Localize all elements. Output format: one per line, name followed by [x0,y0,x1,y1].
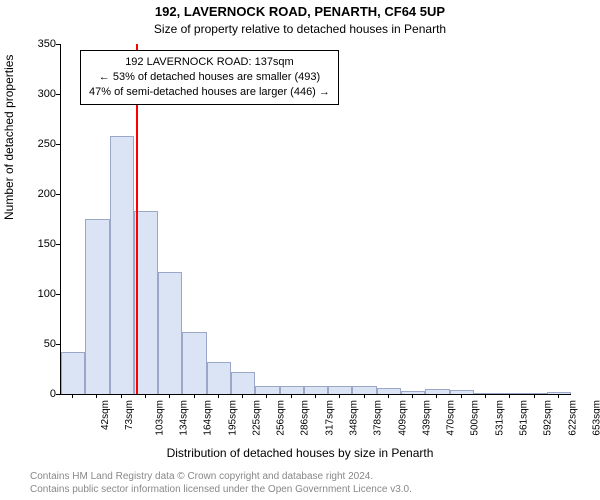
x-tick-mark [291,394,292,398]
x-tick-label: 348sqm [349,400,360,436]
histogram-bar [158,272,182,394]
footer-line2: Contains public sector information licen… [30,484,412,497]
y-axis-label: Number of detached properties [2,55,16,220]
histogram-bar [280,386,304,394]
annotation-line: 192 LAVERNOCK ROAD: 137sqm [89,55,330,70]
x-tick-label: 378sqm [373,400,384,436]
histogram-bar [110,136,134,394]
property-annotation: 192 LAVERNOCK ROAD: 137sqm← 53% of detac… [80,50,339,105]
histogram-bar [498,393,522,394]
x-tick-mark [169,394,170,398]
y-tick-mark [56,144,60,145]
x-tick-label: 164sqm [203,400,214,436]
footer-attribution: Contains HM Land Registry data © Crown c… [30,471,412,496]
x-tick-label: 195sqm [227,400,238,436]
histogram-bar [182,332,206,394]
y-tick-label: 150 [38,238,56,250]
histogram-bar [85,219,109,394]
y-tick-mark [56,44,60,45]
histogram-bar [207,362,231,394]
x-tick-label: 653sqm [591,400,600,436]
x-tick-label: 622sqm [567,400,578,436]
x-tick-mark [509,394,510,398]
histogram-bar [522,393,546,394]
y-tick-mark [56,294,60,295]
x-tick-label: 256sqm [276,400,287,436]
x-tick-mark [364,394,365,398]
histogram-bar [304,386,328,394]
x-tick-mark [412,394,413,398]
y-tick-mark [56,244,60,245]
histogram-bar [547,392,571,394]
x-tick-mark [534,394,535,398]
x-tick-mark [339,394,340,398]
x-tick-mark [436,394,437,398]
x-tick-mark [485,394,486,398]
x-axis-label: Distribution of detached houses by size … [0,446,600,460]
y-tick-label: 50 [44,338,56,350]
annotation-line: 47% of semi-detached houses are larger (… [89,85,330,100]
x-tick-label: 592sqm [543,400,554,436]
x-tick-mark [218,394,219,398]
histogram-bar [352,386,376,394]
x-tick-mark [242,394,243,398]
x-tick-label: 439sqm [421,400,432,436]
x-tick-label: 409sqm [397,400,408,436]
x-tick-mark [558,394,559,398]
histogram-bar [450,390,474,394]
histogram-bar [255,386,279,394]
x-tick-label: 73sqm [124,400,135,430]
x-tick-mark [388,394,389,398]
x-tick-label: 500sqm [470,400,481,436]
x-tick-mark [121,394,122,398]
x-tick-label: 103sqm [154,400,165,436]
x-tick-label: 225sqm [251,400,262,436]
y-tick-mark [56,344,60,345]
histogram-bar [425,389,449,394]
histogram-bar [231,372,255,394]
x-tick-label: 561sqm [519,400,530,436]
page-subtitle: Size of property relative to detached ho… [0,22,600,36]
x-tick-mark [145,394,146,398]
y-tick-mark [56,394,60,395]
y-tick-label: 350 [38,38,56,50]
annotation-line: ← 53% of detached houses are smaller (49… [89,70,330,85]
histogram-bar [401,391,425,394]
y-tick-mark [56,94,60,95]
x-tick-mark [266,394,267,398]
x-tick-label: 134sqm [179,400,190,436]
x-tick-mark [315,394,316,398]
x-tick-label: 317sqm [324,400,335,436]
footer-line1: Contains HM Land Registry data © Crown c… [30,471,412,484]
y-tick-label: 250 [38,138,56,150]
y-tick-label: 200 [38,188,56,200]
histogram-bar [61,352,85,394]
x-tick-label: 42sqm [100,400,111,430]
x-tick-label: 470sqm [446,400,457,436]
x-tick-mark [96,394,97,398]
x-tick-label: 531sqm [494,400,505,436]
page-title: 192, LAVERNOCK ROAD, PENARTH, CF64 5UP [0,4,600,19]
x-tick-mark [461,394,462,398]
x-tick-mark [194,394,195,398]
y-tick-label: 100 [38,288,56,300]
y-tick-label: 300 [38,88,56,100]
x-tick-mark [72,394,73,398]
histogram-bar [377,388,401,394]
histogram-bar [328,386,352,394]
x-tick-label: 286sqm [300,400,311,436]
y-tick-mark [56,194,60,195]
